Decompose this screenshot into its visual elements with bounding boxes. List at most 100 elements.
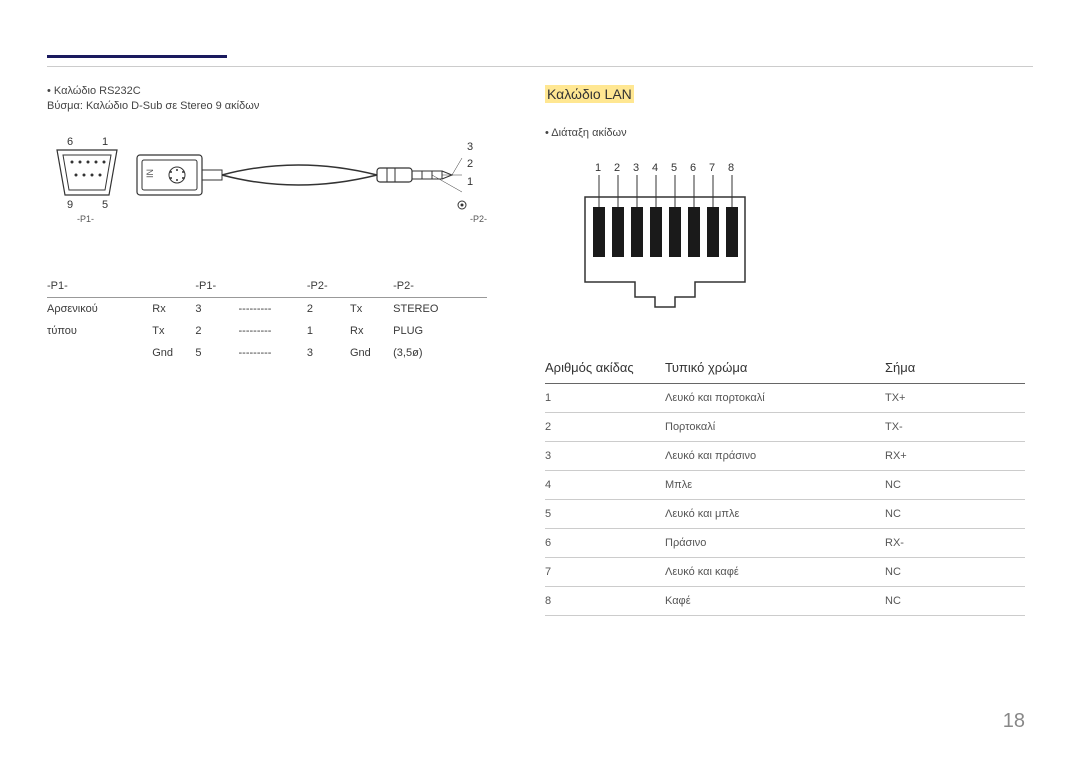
left-column: • Καλώδιο RS232C Βύσμα: Καλώδιο D-Sub σε…	[47, 85, 507, 364]
lan-bullet: • Διάταξη ακίδων	[545, 127, 1025, 139]
table-cell: 3	[195, 298, 238, 321]
lan-pin	[669, 207, 681, 257]
th-p2b: -P2-	[393, 275, 487, 298]
pin-9: 9	[67, 199, 73, 211]
label-p2: -P2-	[470, 214, 487, 224]
table-cell: Πράσινο	[665, 529, 885, 558]
lan-pin	[650, 207, 662, 257]
plug-2: 2	[467, 158, 473, 170]
table-cell: 6	[545, 529, 665, 558]
table-row: 2ΠορτοκαλίTX-	[545, 413, 1025, 442]
table-cell: Gnd	[152, 342, 195, 364]
table-cell: NC	[885, 558, 1025, 587]
table-cell: ---------	[239, 298, 307, 321]
table-cell: TX+	[885, 384, 1025, 413]
accent-bar	[47, 55, 227, 58]
table-cell: Πορτοκαλί	[665, 413, 885, 442]
lan-pin-num: 8	[728, 162, 734, 174]
th-e3	[350, 275, 393, 298]
table-cell: 4	[545, 471, 665, 500]
table-cell: ---------	[239, 320, 307, 342]
th-pinnum: Αριθμός ακίδας	[545, 352, 665, 384]
table-cell: Αρσενικού	[47, 298, 152, 321]
table-cell: NC	[885, 500, 1025, 529]
rs232-pin-table: -P1- -P1- -P2- -P2- ΑρσενικούRx3--------…	[47, 275, 487, 364]
lan-pin-table: Αριθμός ακίδας Τυπικό χρώμα Σήμα 1Λευκό …	[545, 352, 1025, 616]
table-cell: τύπου	[47, 320, 152, 342]
table-cell: Rx	[152, 298, 195, 321]
table-cell	[47, 342, 152, 364]
pin-1: 1	[102, 136, 108, 148]
pin-5: 5	[102, 199, 108, 211]
table-cell: TX-	[885, 413, 1025, 442]
lan-pin-num: 7	[709, 162, 715, 174]
lan-pin	[707, 207, 719, 257]
lan-pin	[612, 207, 624, 257]
pin-6: 6	[67, 136, 73, 148]
th-color: Τυπικό χρώμα	[665, 352, 885, 384]
rs232-subtext: Βύσμα: Καλώδιο D-Sub σε Stereo 9 ακίδων	[47, 100, 507, 112]
table-cell: NC	[885, 471, 1025, 500]
plug-3: 3	[467, 141, 473, 153]
lan-pin	[726, 207, 738, 257]
table-row: 4ΜπλεNC	[545, 471, 1025, 500]
table-row: 7Λευκό και καφέNC	[545, 558, 1025, 587]
table-cell: Gnd	[350, 342, 393, 364]
table-row: 3Λευκό και πράσινοRX+	[545, 442, 1025, 471]
right-column: Καλώδιο LAN • Διάταξη ακίδων 12345678 Αρ…	[545, 85, 1025, 616]
table-cell: 3	[545, 442, 665, 471]
in-label: IN	[145, 169, 155, 178]
table-row: 8ΚαφέNC	[545, 587, 1025, 616]
th-p2a: -P2-	[307, 275, 350, 298]
th-e1	[152, 275, 195, 298]
table-row: τύπουTx2---------1RxPLUG	[47, 320, 487, 342]
table-cell: 5	[545, 500, 665, 529]
top-divider	[47, 66, 1033, 67]
table-row: 1Λευκό και πορτοκαλίTX+	[545, 384, 1025, 413]
table-cell: NC	[885, 587, 1025, 616]
table-cell: (3,5ø)	[393, 342, 487, 364]
page-number: 18	[1003, 710, 1025, 733]
lan-pin	[688, 207, 700, 257]
lan-pin	[593, 207, 605, 257]
plug-1: 1	[467, 176, 473, 188]
table-cell: STEREO	[393, 298, 487, 321]
lan-pin-num: 2	[614, 162, 620, 174]
table-cell: 2	[307, 298, 350, 321]
table-cell: Λευκό και καφέ	[665, 558, 885, 587]
table-cell: PLUG	[393, 320, 487, 342]
table-row: 5Λευκό και μπλεNC	[545, 500, 1025, 529]
th-e2	[239, 275, 307, 298]
rs232-bullet: • Καλώδιο RS232C	[47, 85, 507, 97]
lan-pin-num: 6	[690, 162, 696, 174]
table-row: Gnd5---------3Gnd(3,5ø)	[47, 342, 487, 364]
table-cell: 8	[545, 587, 665, 616]
table-cell: RX-	[885, 529, 1025, 558]
table-cell: 5	[195, 342, 238, 364]
table-row: 6ΠράσινοRX-	[545, 529, 1025, 558]
th-p1b: -P1-	[195, 275, 238, 298]
lan-pin-num: 5	[671, 162, 677, 174]
th-signal: Σήμα	[885, 352, 1025, 384]
table-cell: Λευκό και πορτοκαλί	[665, 384, 885, 413]
rs232-diagram: 6 1 9 5 -P1- IN	[47, 130, 507, 250]
table-cell: 3	[307, 342, 350, 364]
table-cell: Tx	[152, 320, 195, 342]
table-cell: 2	[195, 320, 238, 342]
lan-pin-num: 4	[652, 162, 658, 174]
table-cell: ---------	[239, 342, 307, 364]
lan-pin-num: 3	[633, 162, 639, 174]
table-cell: Καφέ	[665, 587, 885, 616]
table-cell: RX+	[885, 442, 1025, 471]
table-cell: 2	[545, 413, 665, 442]
table-cell: Tx	[350, 298, 393, 321]
lan-heading: Καλώδιο LAN	[545, 85, 634, 103]
th-p1a: -P1-	[47, 275, 152, 298]
table-cell: 1	[307, 320, 350, 342]
table-cell: 7	[545, 558, 665, 587]
label-p1: -P1-	[77, 214, 94, 224]
table-cell: Λευκό και μπλε	[665, 500, 885, 529]
lan-pin	[631, 207, 643, 257]
table-cell: Rx	[350, 320, 393, 342]
table-cell: Λευκό και πράσινο	[665, 442, 885, 471]
